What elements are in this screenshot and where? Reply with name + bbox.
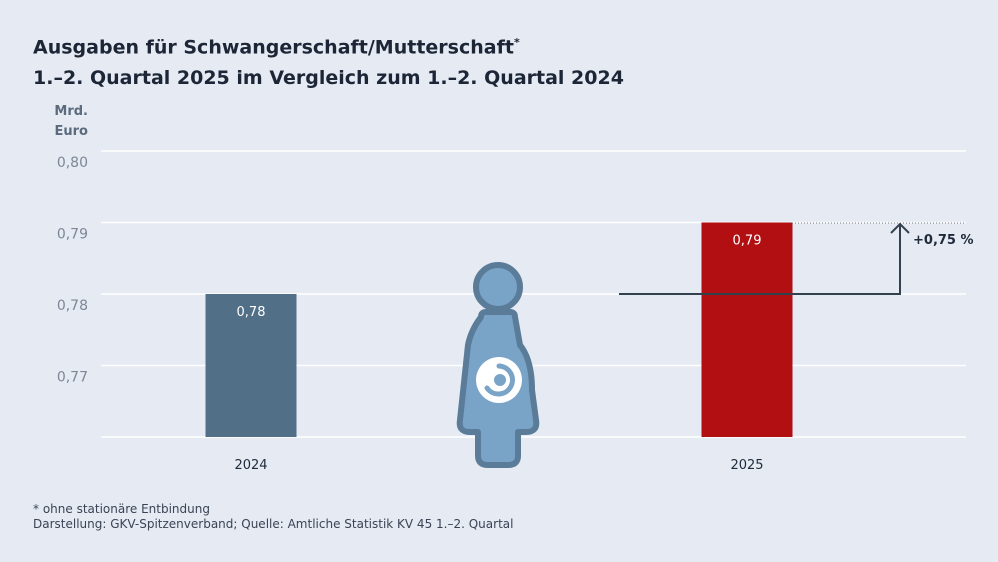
bars-group: 0,78 2024 0,79 2025 [205,222,793,473]
y-tick-label: 0,79 [57,227,88,243]
y-tick-label: 0,80 [57,155,88,171]
bar-2024 [205,294,297,437]
chart-title: Ausgaben für Schwangerschaft/Mutterschaf… [33,27,624,94]
x-tick-label: 2024 [234,458,267,473]
y-tick-labels: 0,77 0,78 0,79 0,80 [57,155,88,386]
y-axis-label-line2: Euro [55,124,89,139]
bar-2025 [701,222,793,437]
y-axis-label-line1: Mrd. [54,104,88,119]
pregnant-woman-icon [456,262,540,468]
change-label: +0,75 % [913,233,974,248]
x-tick-label: 2025 [730,458,763,473]
bar-value-label: 0,78 [237,305,266,320]
y-tick-label: 0,78 [57,298,88,314]
change-arrow [619,222,910,295]
footnote: * ohne stationäre Entbindung Darstellung… [33,502,513,532]
bar-value-label: 0,79 [733,234,762,249]
title-footnote-mark: * [513,36,520,49]
footnote-note: * ohne stationäre Entbindung [33,502,210,516]
title-line-1: Ausgaben für Schwangerschaft/Mutterschaf… [33,36,520,59]
y-tick-label: 0,77 [57,370,88,386]
footnote-source: Darstellung: GKV-Spitzenverband; Quelle:… [33,517,514,531]
title-line-2: 1.–2. Quartal 2025 im Vergleich zum 1.–2… [33,67,624,90]
